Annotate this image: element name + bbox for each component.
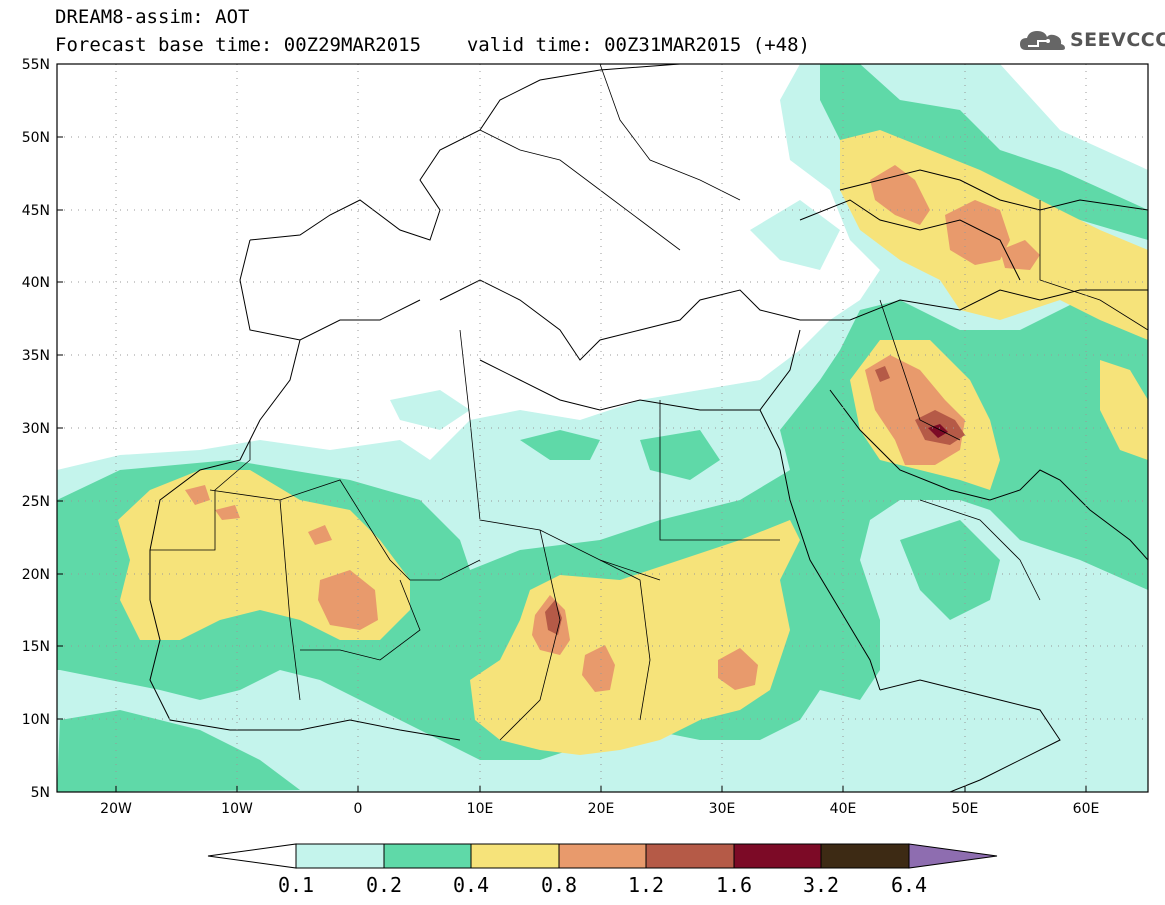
lon-label: 10W [221,801,253,817]
colorbar-above-arrow [908,843,998,869]
coastlines [149,64,1148,792]
lat-label: 40N [22,275,50,291]
lat-label: 50N [22,130,50,146]
map-title: DREAM8-assim: AOT [55,6,250,28]
lat-label: 35N [22,348,50,364]
cloud-icon [1020,31,1065,50]
lon-labels: 20W 10W 0 10E 20E 30E 40E 50E 60E [100,801,1099,817]
forecast-times: Forecast base time: 00Z29MAR2015 valid t… [55,34,810,56]
lat-label: 5N [31,785,50,801]
lat-label: 30N [22,421,50,437]
lat-label: 20N [22,567,50,583]
lat-label: 45N [22,203,50,219]
colorbar-segment [470,843,560,869]
colorbar-segment [733,843,822,869]
colorbar-label: 0.8 [541,873,577,897]
grid-lines [57,64,1148,792]
seevccc-logo: SEEVCCC [1018,26,1165,56]
lon-label: 60E [1073,801,1100,817]
lat-labels: 55N 50N 45N 40N 35N 30N 25N 20N 15N 10N … [22,57,50,801]
colorbar-label: 0.4 [453,873,489,897]
base-time: Forecast base time: 00Z29MAR2015 [55,34,422,56]
lon-label: 10E [467,801,494,817]
aot-shading [57,64,1148,792]
lon-label: 20W [100,801,132,817]
colorbar-label: 0.1 [278,873,314,897]
colorbar-segment [820,843,910,869]
lon-label: 20E [588,801,615,817]
colorbar-segment [645,843,735,869]
valid-time: valid time: 00Z31MAR2015 (+48) [466,34,810,56]
country-borders [150,64,1148,741]
colorbar-label: 0.2 [366,873,402,897]
colorbar-segment [558,843,647,869]
colorbar: 0.1 0.2 0.4 0.8 1.2 1.6 3.2 6.4 [207,843,998,897]
lat-label: 55N [22,57,50,73]
colorbar-segment [295,843,385,869]
lat-label: 25N [22,494,50,510]
colorbar-segment [383,843,472,869]
colorbar-below-arrow [207,843,297,869]
colorbar-label: 6.4 [891,873,927,897]
lon-label: 30E [709,801,736,817]
lat-label: 10N [22,712,50,728]
logo-text: SEEVCCC [1070,29,1165,51]
lon-label: 40E [830,801,857,817]
colorbar-label: 1.6 [716,873,752,897]
lon-label: 50E [952,801,979,817]
colorbar-label: 1.2 [628,873,664,897]
colorbar-label: 3.2 [803,873,839,897]
lon-label: 0 [354,801,363,817]
tick-marks [57,136,1087,792]
lat-label: 15N [22,639,50,655]
